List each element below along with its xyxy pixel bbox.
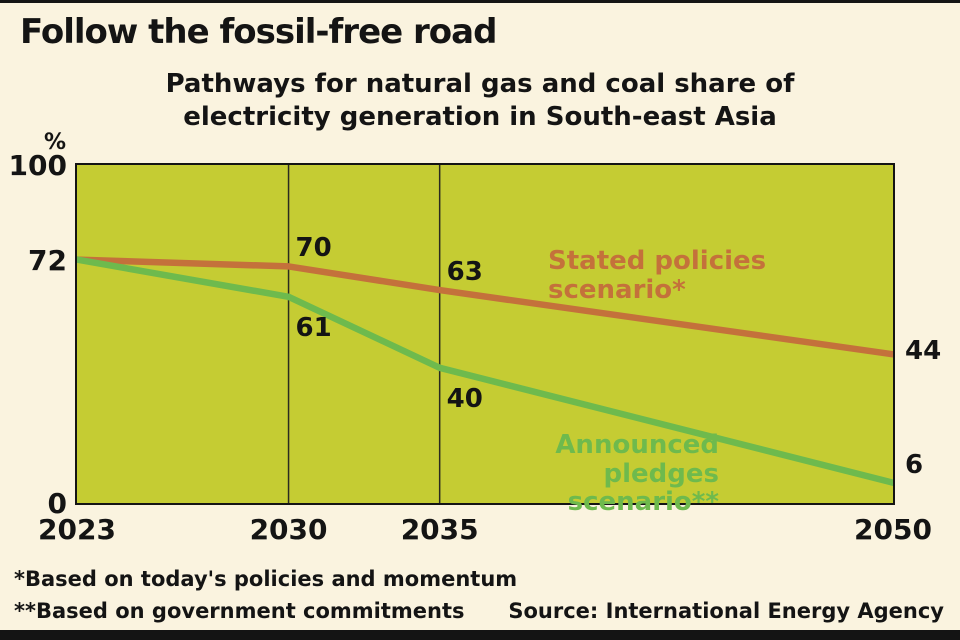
point-label-stated-policies-2035: 63 <box>446 257 483 288</box>
footnotes: *Based on today's policies and momentum … <box>14 564 517 627</box>
series-label-announced-pledges-line2: scenario** <box>567 487 719 518</box>
series-label-stated-policies-line2: scenario* <box>548 274 686 305</box>
point-label-announced-pledges-2035: 40 <box>446 383 483 414</box>
point-label-stated-policies-2050: 44 <box>905 336 942 367</box>
chart-title: Follow the fossil-free road <box>20 12 497 52</box>
series-label-stated-policies: Stated policies scenario* <box>548 247 766 304</box>
y-tick-72: 72 <box>28 243 67 277</box>
bottom-border <box>0 630 960 640</box>
series-label-stated-policies-line1: Stated policies <box>548 246 767 276</box>
line-stated-policies <box>77 256 893 358</box>
y-axis-unit-label: % <box>44 130 67 155</box>
series-label-announced-pledges: Announced pledges scenario** <box>447 431 719 517</box>
chart-subtitle: Pathways for natural gas and coal share … <box>0 68 960 133</box>
line-announced-pledges <box>77 256 893 486</box>
x-tick-2050: 2050 <box>854 513 932 546</box>
y-tick-100: 100 <box>8 149 67 182</box>
point-label-announced-pledges-2030: 61 <box>295 312 332 343</box>
y-tick-0: 0 <box>47 487 67 520</box>
series-label-announced-pledges-line1: Announced pledges <box>555 430 719 489</box>
point-label-stated-policies-2030: 70 <box>295 233 332 264</box>
plot-area <box>75 163 895 505</box>
footnote-2: **Based on government commitments <box>14 598 465 623</box>
x-tick-2023: 2023 <box>38 513 116 546</box>
top-border <box>0 0 960 3</box>
chart-subtitle-line2: electricity generation in South-east Asi… <box>183 101 777 132</box>
x-tick-2035: 2035 <box>400 513 479 546</box>
x-tick-2030: 2030 <box>249 513 328 546</box>
source-credit: Source: International Energy Agency <box>508 599 944 623</box>
footnote-1: *Based on today's policies and momentum <box>14 567 518 591</box>
chart-lines-svg <box>77 165 893 503</box>
chart-subtitle-line1: Pathways for natural gas and coal share … <box>165 69 795 99</box>
point-label-announced-pledges-2050: 6 <box>905 449 924 480</box>
